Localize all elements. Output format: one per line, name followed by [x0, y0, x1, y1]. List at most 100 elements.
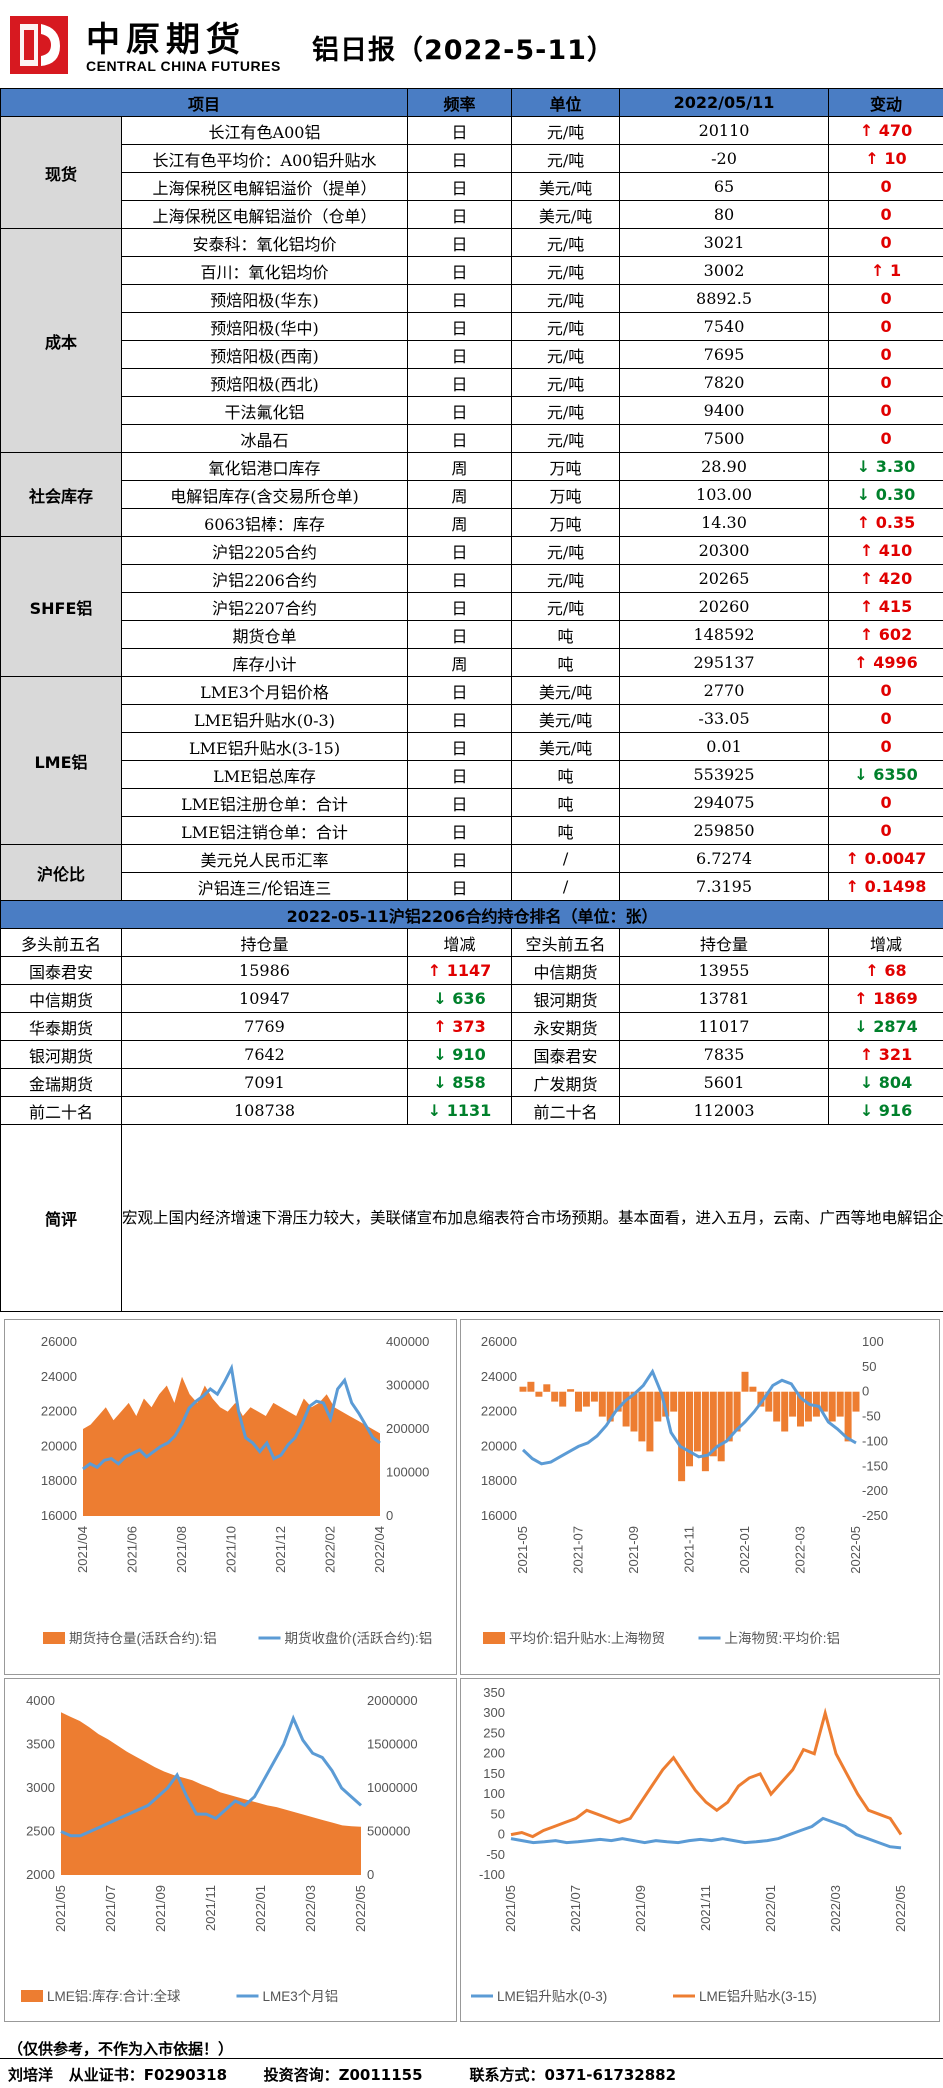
series-bar: [606, 1391, 614, 1422]
long-change: ↑ 1147: [407, 956, 513, 985]
x-tick-label: 2021/05: [503, 1885, 518, 1932]
series-bar: [527, 1381, 535, 1392]
x-tick-label: 2021-09: [626, 1526, 641, 1574]
column-header: 2022/05/11: [619, 88, 830, 117]
y-tick-label: 26000: [481, 1334, 517, 1349]
change-cell: ↓ 6350: [828, 760, 943, 789]
unit: 元/吨: [511, 284, 621, 313]
long-change-value: 636: [452, 989, 486, 1008]
short-member: 中信期货: [511, 956, 621, 985]
author-info: 刘培洋 从业证书：F0290318 投资咨询：Z0011155 联系方式：037…: [8, 2064, 676, 2085]
item-name: 百川：氧化铝均价: [120, 256, 409, 285]
frequency: 日: [407, 816, 513, 845]
table-row: 干法氟化铝日元/吨 9400 0: [1, 396, 943, 425]
frequency: 日: [407, 872, 513, 901]
unit: 吨: [511, 760, 621, 789]
y-tick-label: 22000: [481, 1404, 517, 1419]
frequency: 日: [407, 144, 513, 173]
short-member: 广发期货: [511, 1068, 621, 1097]
x-tick-label: 2021/08: [174, 1526, 189, 1573]
table-row: 沪铝2207合约日元/吨 20260 ↑ 415: [1, 592, 943, 621]
series-bar: [551, 1391, 559, 1402]
item-name: 沪铝2206合约: [120, 564, 409, 593]
legend-label: LME铝升贴水(0-3): [497, 1989, 607, 2004]
table-row: 百川：氧化铝均价日元/吨 3002 ↑ 1: [1, 256, 943, 285]
disclaimer: （仅供参考，不作为入市依据！）: [8, 2040, 234, 2058]
long-quantity: 7642: [120, 1040, 409, 1069]
series-bar: [789, 1391, 797, 1417]
short-member: 前二十名: [511, 1096, 621, 1125]
unit: 元/吨: [511, 256, 621, 285]
y-tick-label: 20000: [41, 1438, 77, 1453]
x-tick-label: 2022/01: [763, 1885, 778, 1932]
short-change-value: 68: [884, 961, 907, 980]
change-value: 0: [880, 317, 892, 336]
change-value: 6350: [873, 765, 918, 784]
table-row: 预焙阳极(西北) 日元/吨 7820 0: [1, 368, 943, 397]
change-value: 415: [878, 597, 913, 616]
arrow-down-icon: ↓: [433, 1045, 453, 1064]
legend-label: LME铝升贴水(3-15): [699, 1989, 817, 2004]
frequency: 日: [407, 256, 513, 285]
arrow-down-icon: ↓: [859, 1101, 879, 1120]
item-name: 预焙阳极(华中): [120, 312, 409, 341]
value: 20300: [619, 536, 830, 565]
long-quantity: 7091: [120, 1068, 409, 1097]
legend-label: LME铝:库存:合计:全球: [47, 1988, 181, 2004]
change-cell: ↑ 470: [828, 116, 943, 145]
chart-futures-oi-price: 26000 24000 22000 20000 18000 16000 400000 3000…: [4, 1319, 457, 1675]
change-cell: 0: [828, 172, 943, 201]
item-name: 上海保税区电解铝溢价（仓单）: [120, 200, 409, 229]
y-tick-label: 26000: [41, 1334, 77, 1349]
change-value: 0.0047: [864, 849, 927, 868]
y2-tick-label: 0: [386, 1508, 393, 1523]
series-bar: [575, 1391, 582, 1412]
series-bar: [852, 1391, 860, 1412]
x-tick-label: 2021/09: [153, 1885, 168, 1932]
legend-label: 期货持仓量(活跃合约):铝: [69, 1630, 217, 1646]
long-quantity: 15986: [120, 956, 409, 985]
change-value: 0: [880, 373, 892, 392]
change-value: 0.35: [875, 513, 916, 532]
value: 294075: [619, 788, 830, 817]
ranking-row: 金瑞期货 7091 ↓ 858 广发期货 5601 ↓ 804: [0, 1068, 943, 1097]
item-name: 预焙阳极(西北): [120, 368, 409, 397]
value: 9400: [619, 396, 830, 425]
arrow-up-icon: ↑: [870, 261, 890, 280]
company-logo-icon: [10, 16, 68, 74]
author-name: 刘培洋: [8, 2066, 54, 2084]
ranking-row: 前二十名 108738 ↓ 1131 前二十名 112003 ↓ 916: [0, 1096, 943, 1125]
change-value: 0.1498: [864, 877, 927, 896]
unit: 元/吨: [511, 536, 621, 565]
frequency: 周: [407, 480, 513, 509]
long-member: 银河期货: [0, 1040, 122, 1069]
column-header: 单位: [511, 88, 621, 117]
y-tick-label: 18000: [481, 1473, 517, 1488]
short-change: ↓ 2874: [828, 1012, 943, 1041]
change-cell: 0: [828, 676, 943, 705]
change-cell: 0: [828, 788, 943, 817]
unit: 元/吨: [511, 116, 621, 145]
unit: 元/吨: [511, 564, 621, 593]
item-name: 美元兑人民币汇率: [120, 844, 409, 873]
change-cell: ↓ 3.30: [828, 452, 943, 481]
arrow-up-icon: ↑: [859, 625, 879, 644]
chart-lme-spreads: 350 300 250 200 150 100 50 0 -50 -100 2021/05 2021/…: [460, 1678, 940, 2022]
unit: 元/吨: [511, 228, 621, 257]
y2-tick-label: 1000000: [367, 1780, 418, 1795]
table-row: 成本 安泰科：氧化铝均价日元/吨 3021 0: [0, 228, 943, 453]
change-value: 0.30: [875, 485, 916, 504]
change-cell: 0: [828, 340, 943, 369]
category-label: LME铝: [0, 676, 122, 845]
short-change-value: 321: [878, 1045, 913, 1064]
item-name: LME铝升贴水(0-3): [120, 704, 409, 733]
report-title: 铝日报（2022-5-11）: [312, 35, 615, 66]
change-value: 0: [880, 429, 892, 448]
series-bar: [535, 1391, 543, 1397]
y2-tick-label: -150: [862, 1458, 888, 1473]
y-tick-label: 300: [483, 1705, 505, 1720]
frequency: 日: [407, 844, 513, 873]
x-tick-label: 2022/04: [372, 1526, 387, 1573]
value: 28.90: [619, 452, 830, 481]
frequency: 日: [407, 200, 513, 229]
